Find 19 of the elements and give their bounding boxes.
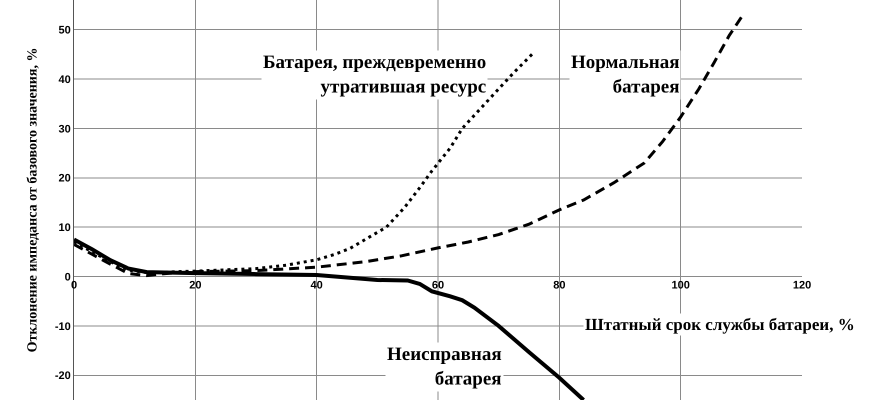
y-tick-label: 10: [58, 222, 71, 234]
x-tick-label: 80: [553, 280, 566, 292]
series-label: Нормальная батарея: [571, 52, 680, 98]
x-axis-title: Штатный срок службы батареи, %: [585, 315, 855, 334]
y-tick-label: 50: [58, 24, 71, 36]
y-tick-label: -20: [54, 370, 71, 382]
y-tick-label: 30: [58, 123, 71, 136]
x-tick-label: 60: [432, 280, 444, 292]
x-tick-label: 120: [792, 280, 812, 292]
x-tick-label: 40: [310, 280, 323, 292]
x-tick-label: 100: [671, 280, 690, 292]
series-label: Неисправная батарея: [387, 344, 502, 390]
y-axis-title: Отклонение импеданса от базового значения, %: [25, 48, 40, 352]
series-label: Батарея, преждевременно утратившая ресурс: [263, 52, 486, 98]
x-tick-label: 20: [189, 280, 202, 292]
y-tick-label: 0: [64, 271, 71, 284]
y-tick-label: 20: [58, 172, 71, 185]
y-tick-label: 40: [58, 74, 71, 86]
y-tick-label: -10: [54, 320, 71, 333]
